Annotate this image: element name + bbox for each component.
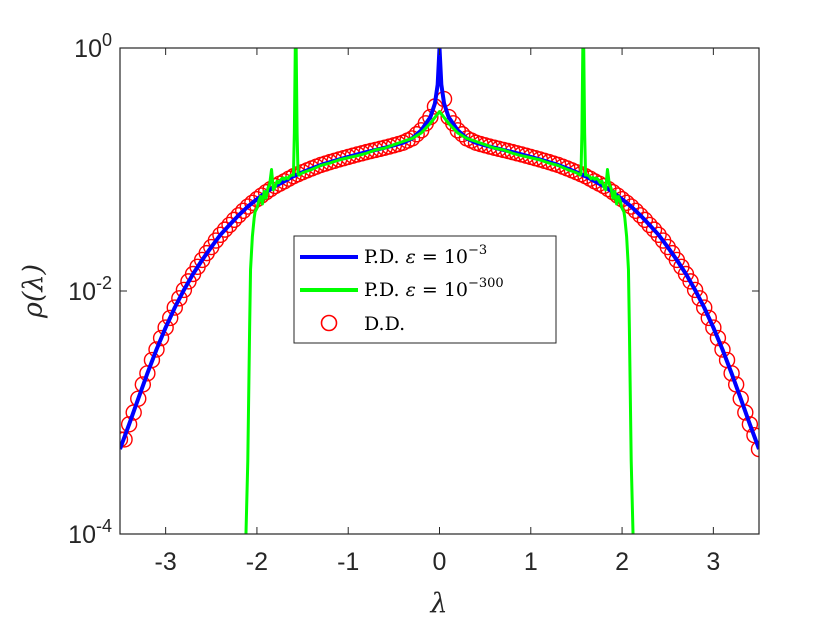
legend-label-pd-1e-3: P.D. xyxy=(364,246,406,268)
dd-marker xyxy=(737,404,754,421)
dd-marker xyxy=(230,207,247,224)
dd-marker xyxy=(216,221,234,238)
dd-marker xyxy=(148,341,165,358)
x-tick-label: 3 xyxy=(706,548,720,576)
series-line-0 xyxy=(120,48,759,450)
dd-marker xyxy=(454,126,471,143)
dd-marker xyxy=(449,122,466,139)
x-axis-label: λ xyxy=(429,588,447,619)
dd-marker xyxy=(627,202,644,220)
legend-base-pd-1e-300: 10 xyxy=(444,279,468,301)
y-tick-label: 10-2 xyxy=(68,273,112,306)
dd-marker xyxy=(120,416,138,433)
series-line-1 xyxy=(244,48,635,534)
dd-marker xyxy=(641,216,658,234)
dd-marker xyxy=(700,309,717,327)
series-layer xyxy=(120,48,759,534)
dd-marker xyxy=(221,216,238,234)
legend-base-pd-1e-3: 10 xyxy=(444,246,468,268)
legend-label-dd: D.D. xyxy=(364,313,405,335)
y-axis-label: ρ(λ) xyxy=(18,264,49,319)
dd-marker xyxy=(171,290,188,307)
dd-marker xyxy=(691,290,708,307)
dd-marker xyxy=(636,211,654,229)
dd-marker xyxy=(686,281,704,299)
dd-marker xyxy=(705,319,722,336)
dd-marker xyxy=(157,319,174,336)
dd-marker xyxy=(741,416,759,433)
x-tick-label: -1 xyxy=(337,548,359,576)
dd-marker xyxy=(120,431,129,448)
dd-marker xyxy=(162,309,179,327)
dd-marker xyxy=(403,130,421,147)
legend-entry-pd-1e-300: P.D. ε = 10−300 xyxy=(364,276,504,301)
x-tick-label: 0 xyxy=(433,548,447,576)
dd-marker xyxy=(632,207,649,224)
dd-marker xyxy=(750,440,759,458)
dd-marker xyxy=(682,273,699,290)
dd-marker xyxy=(714,341,731,358)
dd-marker xyxy=(143,351,161,369)
legend-exp-pd-1e-300: −300 xyxy=(468,276,504,291)
dd-marker xyxy=(709,329,727,347)
dd-marker xyxy=(650,226,667,244)
legend: P.D. ε = 10−3 P.D. ε = 10−300 D.D. xyxy=(293,235,557,344)
legend-label-pd-1e-300: P.D. xyxy=(364,279,406,301)
legend-marker-dd xyxy=(320,314,338,332)
dd-marker xyxy=(723,365,740,382)
dd-marker xyxy=(152,329,170,347)
x-tick-label: 1 xyxy=(524,548,538,576)
dd-marker xyxy=(408,126,425,143)
legend-exp-pd-1e-3: −3 xyxy=(468,243,487,258)
dd-marker xyxy=(175,281,193,299)
dd-marker xyxy=(623,198,640,215)
dd-marker xyxy=(645,221,663,238)
dd-marker xyxy=(134,376,152,393)
dd-marker xyxy=(207,232,225,249)
dd-marker xyxy=(198,244,215,262)
dd-marker xyxy=(696,299,713,316)
x-tick-label: -2 xyxy=(246,548,268,576)
dd-marker xyxy=(166,299,183,316)
dd-marker xyxy=(212,226,229,244)
y-tick-label: 10-4 xyxy=(68,516,112,549)
dd-marker xyxy=(225,211,243,229)
ticks-layer: -3 -2 -1 0 1 2 3 10-4 10-2 100 xyxy=(68,30,759,576)
y-tick-label: 100 xyxy=(74,30,112,63)
legend-entry-pd-1e-3: P.D. ε = 10−3 xyxy=(364,243,487,268)
dd-marker xyxy=(659,238,676,256)
x-tick-label: -3 xyxy=(155,548,177,576)
x-tick-label: 2 xyxy=(615,548,629,576)
